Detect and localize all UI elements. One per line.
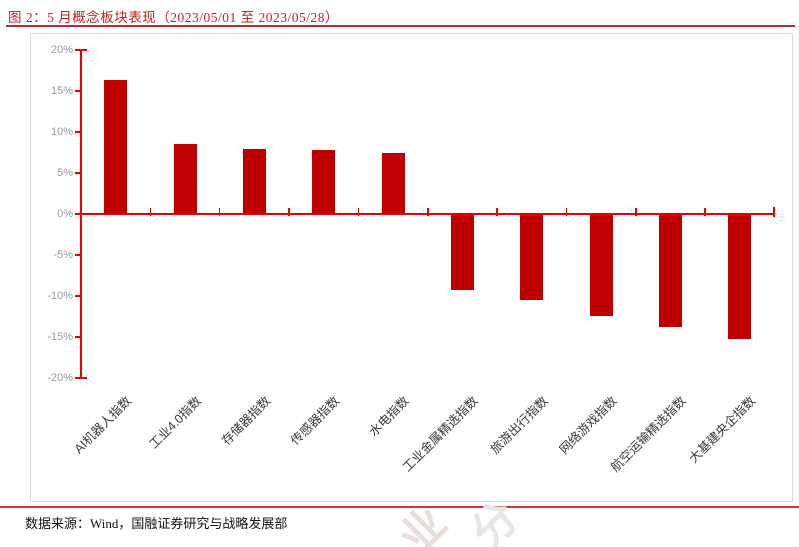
footer-divider-line: [0, 506, 799, 508]
figure-title: 图 2：5 月概念板块表现（2023/05/01 至 2023/05/28）: [8, 10, 340, 25]
data-source-note: 数据来源：Wind，国融证券研究与战略发展部: [25, 516, 288, 531]
chart-plot-frame: [30, 33, 793, 502]
title-divider-line: [6, 25, 795, 27]
